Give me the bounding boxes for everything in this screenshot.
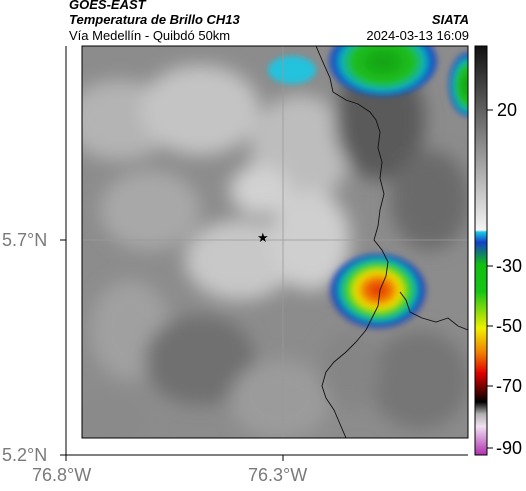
storm-cell-north	[268, 46, 468, 116]
region-subtitle: Vía Medellín - Quibdó 50km	[69, 28, 231, 43]
colorbar-label: -50	[496, 316, 523, 336]
lat-label-5-2: 5.2°N	[2, 445, 48, 465]
star-icon: ★	[257, 230, 269, 245]
timestamp: 2024-03-13 16:09	[366, 28, 469, 43]
map-frame	[81, 45, 469, 439]
map-imagery	[82, 46, 468, 438]
lon-label-76-3: 76.3°W	[248, 465, 308, 485]
storm-cell	[328, 254, 428, 334]
colorbar-label: 20	[497, 100, 518, 120]
lat-label-5-7: 5.7°N	[2, 230, 48, 250]
colorbar-label: -70	[496, 376, 523, 396]
satellite-title: GOES-EAST	[69, 0, 146, 12]
boundary-line	[315, 46, 389, 438]
colorbar-label: -90	[496, 438, 523, 458]
agency-label: SIATA	[431, 12, 469, 27]
colorbar-label: -30	[496, 256, 523, 276]
colorbar	[474, 45, 488, 456]
lon-label-76-8: 76.8°W	[32, 465, 92, 485]
product-title: Temperatura de Brillo CH13	[69, 12, 240, 27]
boundary-line-east	[399, 291, 468, 331]
